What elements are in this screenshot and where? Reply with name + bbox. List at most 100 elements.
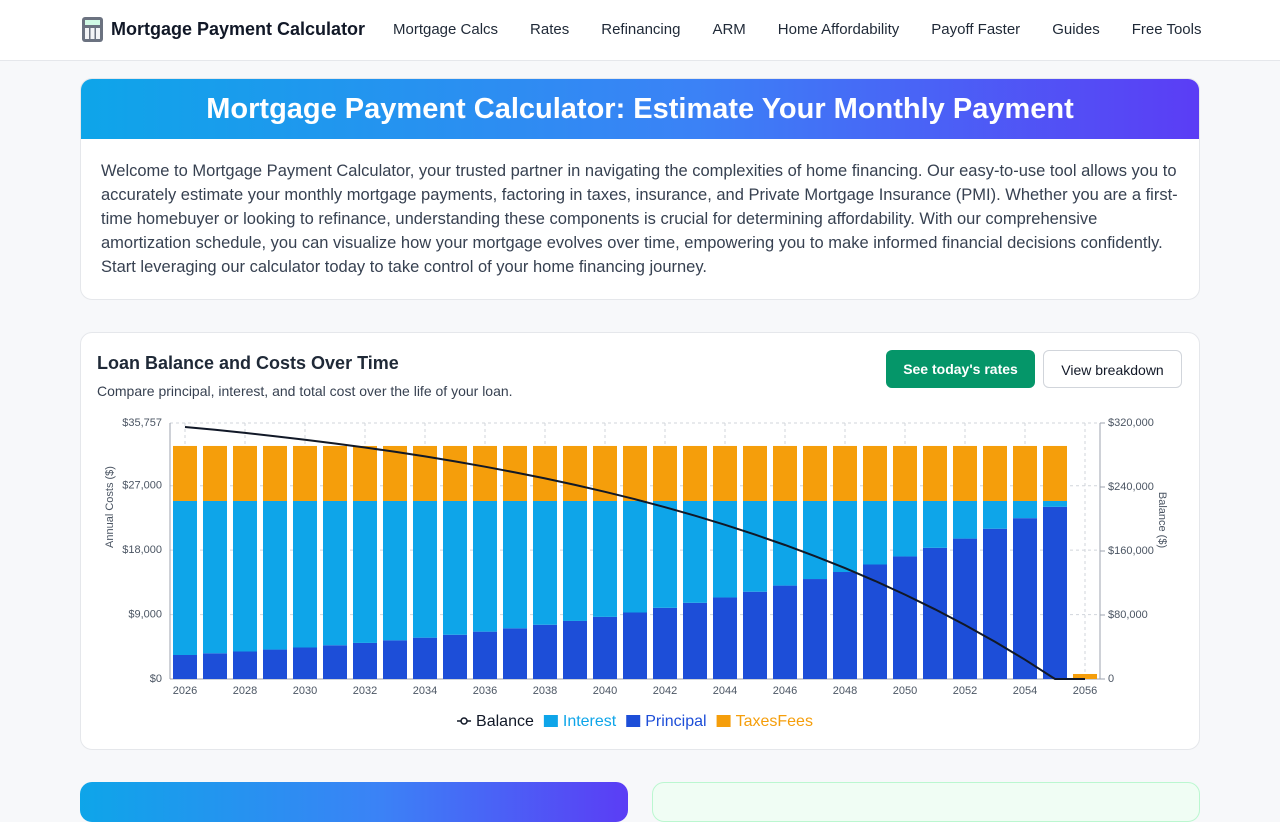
- bar-segment: [263, 649, 287, 679]
- y2-axis-title: Balance ($): [1156, 492, 1168, 548]
- bar-segment: [203, 445, 227, 501]
- bar-segment: [353, 500, 377, 643]
- bar-segment: [533, 500, 557, 625]
- bar-segment: [413, 637, 437, 679]
- bar-segment: [833, 572, 857, 679]
- legend-label: TaxesFees: [736, 713, 813, 730]
- chart-subtitle: Compare principal, interest, and total c…: [97, 383, 513, 399]
- bar-segment: [173, 445, 197, 501]
- bar-segment: [983, 528, 1007, 679]
- nav-link[interactable]: Mortgage Calcs: [393, 21, 499, 38]
- bar-segment: [563, 500, 587, 621]
- legend-symbol: [716, 715, 731, 727]
- legend: Balance Interest Principal TaxesFees: [457, 713, 813, 730]
- breakdown-button[interactable]: View breakdown: [1043, 350, 1182, 388]
- nav-link[interactable]: Home Affordability: [777, 21, 900, 38]
- bar-segment: [383, 445, 407, 501]
- y-tick-label: $18,000: [122, 544, 162, 556]
- nav-link[interactable]: ARM: [712, 21, 746, 38]
- brand-icon: [82, 17, 103, 42]
- bar-segment: [983, 445, 1007, 501]
- nav-link[interactable]: Rates: [530, 21, 570, 38]
- bar-segment: [533, 624, 557, 679]
- bar-segment: [803, 500, 827, 580]
- bar-segment: [713, 500, 737, 598]
- x-tick-label: 2048: [833, 685, 857, 697]
- bar-segment: [503, 628, 527, 679]
- nav-bar: Mortgage Payment Calculator Mortgage Cal…: [0, 0, 1280, 61]
- bar-segment: [863, 445, 887, 501]
- bar-segment: [713, 445, 737, 501]
- bar-segment: [263, 500, 287, 650]
- x-tick-label: 2052: [953, 685, 977, 697]
- bar-segment: [413, 500, 437, 638]
- legend-label: Balance: [476, 713, 534, 730]
- legend-label: Interest: [563, 713, 617, 730]
- nav-link[interactable]: Free Tools: [1131, 21, 1202, 38]
- bar-segment: [623, 612, 647, 679]
- legend-symbol: [626, 715, 641, 727]
- bar-segment: [743, 445, 767, 501]
- bar-segment: [653, 500, 677, 608]
- bar-segment: [593, 500, 617, 617]
- x-tick-label: 2044: [713, 685, 737, 697]
- bar-segment: [1013, 500, 1037, 519]
- bar-segment: [563, 620, 587, 679]
- brand[interactable]: Mortgage Payment Calculator: [82, 17, 365, 42]
- bar-segment: [1043, 506, 1067, 679]
- bar-segment: [353, 642, 377, 679]
- bar-segment: [833, 500, 857, 573]
- brand-text[interactable]: Mortgage Payment Calculator: [111, 19, 366, 39]
- bar-segment: [953, 445, 977, 501]
- y-axis-title: Annual Costs ($): [104, 466, 116, 548]
- bar-segment: [773, 445, 797, 501]
- bar-segment: [833, 445, 857, 501]
- bar-segment: [233, 651, 257, 679]
- y2-tick-label: $80,000: [1108, 609, 1148, 621]
- bar-segment: [1013, 445, 1037, 501]
- summary-card: [652, 782, 1200, 822]
- bar-segment: [293, 445, 317, 501]
- nav-link[interactable]: Refinancing: [601, 21, 681, 38]
- y2-tick-label: $160,000: [1108, 545, 1154, 557]
- bar-segment: [383, 640, 407, 679]
- y-tick-label: $35,757: [122, 417, 162, 429]
- x-tick-label: 2030: [293, 685, 317, 697]
- bar-segment: [593, 616, 617, 679]
- legend-symbol: [460, 717, 468, 725]
- x-tick-label: 2050: [893, 685, 917, 697]
- x-tick-label: 2034: [413, 685, 437, 697]
- x-tick-label: 2032: [353, 685, 377, 697]
- bar-segment: [263, 445, 287, 501]
- x-tick-label: 2026: [173, 685, 197, 697]
- nav-link[interactable]: Payoff Faster: [931, 21, 1021, 38]
- x-tick-label: 2046: [773, 685, 797, 697]
- bar-segment: [893, 556, 917, 679]
- bar-segment: [443, 445, 467, 501]
- bar-segment: [1043, 445, 1067, 501]
- bar-segment: [773, 585, 797, 679]
- rates-button[interactable]: See today's rates: [886, 350, 1035, 388]
- bar-segment: [923, 445, 947, 501]
- x-tick-label: 2042: [653, 685, 677, 697]
- legend-symbol: [543, 715, 558, 727]
- nav-link[interactable]: Guides: [1052, 21, 1100, 38]
- y2-tick-label: 0: [1108, 673, 1114, 685]
- chart-title: Loan Balance and Costs Over Time: [97, 353, 399, 373]
- y-tick-label: $9,000: [128, 608, 162, 620]
- bar-segment: [653, 445, 677, 501]
- bar-segment: [473, 500, 497, 632]
- bar-segment: [293, 647, 317, 679]
- bar-segment: [803, 445, 827, 501]
- bar-segment: [473, 445, 497, 501]
- bar-segment: [203, 500, 227, 654]
- bar-segment: [893, 445, 917, 501]
- bar-segment: [653, 607, 677, 679]
- balance-line: [184, 426, 1085, 680]
- bar-segment: [533, 445, 557, 501]
- chart: $0 $9,000 $18,000 $27,000 $35,757 0 $80,000 $16…: [104, 417, 1168, 730]
- hero-card: Mortgage Payment Calculator: Estimate Yo…: [80, 78, 1200, 300]
- y-tick-label: $0: [150, 673, 162, 685]
- bar-segment: [983, 500, 1007, 529]
